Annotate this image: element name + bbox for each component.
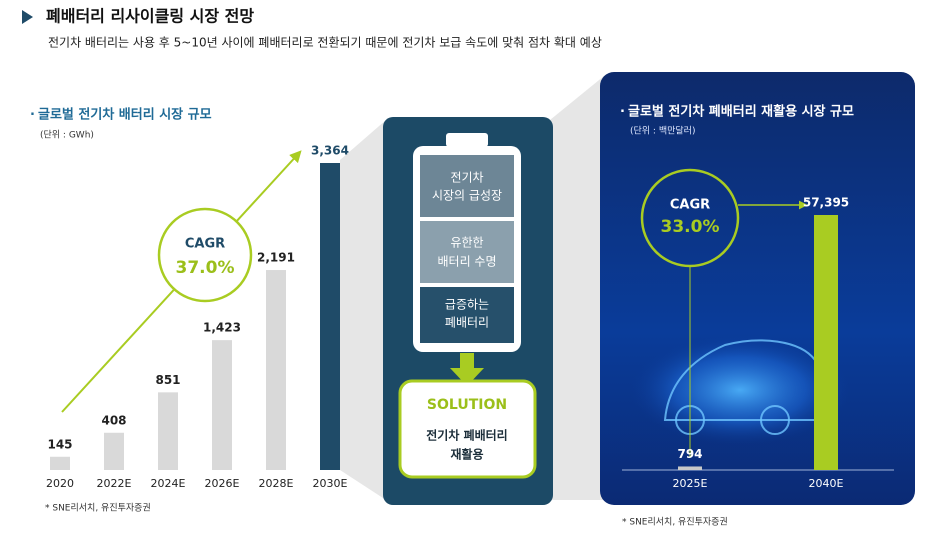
solution-text: 전기차 폐배터리 [426, 428, 507, 443]
value-label: 1,423 [203, 321, 241, 335]
battery-cell [420, 287, 514, 343]
down-arrow [450, 353, 484, 386]
value-label: 57,395 [803, 196, 849, 210]
bar [158, 392, 178, 470]
solution-box [398, 379, 537, 479]
cagr-value: 33.0% [661, 217, 720, 237]
connector [550, 76, 604, 500]
bullet: · [30, 108, 35, 123]
solution-text: 재활용 [450, 447, 483, 462]
car-outline [663, 339, 816, 421]
cagr-label: CAGR [185, 237, 225, 252]
battery-cap [446, 133, 488, 147]
cagr-value: 37.0% [176, 258, 235, 278]
x-tick-label: 2028E [259, 477, 294, 490]
title-marker [22, 10, 33, 24]
value-label: 3,364 [311, 144, 349, 158]
cell-text: 유한한 [450, 236, 483, 250]
bullet: · [620, 105, 625, 120]
chart-title: 글로벌 전기차 배터리 시장 규모 [38, 107, 212, 123]
bar [814, 215, 838, 470]
x-tick-label: 2022E [97, 477, 132, 490]
bar [266, 270, 286, 470]
car-glow [630, 335, 850, 445]
x-tick-label: 2025E [673, 477, 708, 490]
chart-title: 글로벌 전기차 폐배터리 재활용 시장 규모 [628, 104, 854, 120]
solution-title: SOLUTION [427, 397, 507, 413]
x-tick-label: 2030E [313, 477, 348, 490]
bar [678, 466, 702, 470]
cell-text: 전기차 [450, 171, 483, 185]
value-label: 145 [47, 437, 72, 451]
cell-text: 배터리 수명 [437, 255, 496, 269]
bar [50, 456, 70, 470]
source: * SNE리서치, 유진투자증권 [45, 502, 151, 514]
cell-text: 폐배터리 [445, 316, 489, 330]
page-title: 폐배터리 리사이클링 시장 전망 [46, 7, 254, 26]
value-label: 851 [155, 373, 180, 387]
x-tick-label: 2024E [151, 477, 186, 490]
value-label: 794 [677, 447, 702, 461]
cagr-circle [157, 207, 253, 303]
source: * SNE리서치, 유진투자증권 [622, 516, 728, 528]
page-subtitle: 전기차 배터리는 사용 후 5~10년 사이에 폐배터리로 전환되기 때문에 전… [48, 36, 602, 50]
x-tick-label: 2020 [46, 477, 74, 490]
cell-text: 급증하는 [445, 298, 489, 312]
value-label: 408 [101, 413, 126, 427]
chart-unit: (단위 : GWh) [40, 130, 94, 141]
value-label: 2,191 [257, 251, 295, 265]
chart-unit: (단위 : 백만달러) [630, 125, 695, 137]
battery-cell [420, 221, 514, 283]
bar [212, 340, 232, 470]
x-tick-label: 2040E [809, 477, 844, 490]
cagr-label: CAGR [670, 198, 710, 213]
cagr-circle [640, 168, 740, 268]
cell-text: 시장의 급성장 [432, 189, 502, 203]
bar [104, 432, 124, 470]
battery-cell [420, 155, 514, 217]
car-wheel [760, 405, 790, 435]
connector [340, 120, 386, 500]
bar [320, 163, 340, 470]
x-tick-label: 2026E [205, 477, 240, 490]
